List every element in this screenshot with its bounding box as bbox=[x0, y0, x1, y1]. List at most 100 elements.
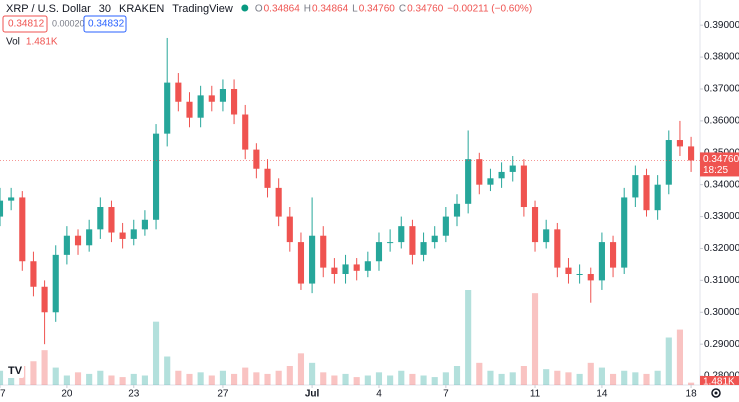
candle-body bbox=[688, 146, 695, 161]
volume-bar bbox=[141, 375, 148, 385]
volume-bar bbox=[609, 373, 617, 385]
candle-body bbox=[242, 114, 249, 150]
volume-bar bbox=[509, 372, 516, 385]
axes: 0.280000.290000.300000.310000.320000.330… bbox=[0, 20, 739, 400]
candle-body bbox=[487, 178, 494, 185]
volume-bar bbox=[108, 375, 115, 385]
candle-body bbox=[19, 197, 26, 262]
volume-bar bbox=[665, 337, 672, 385]
volume-bar bbox=[130, 373, 137, 385]
spread: 0.00020 bbox=[52, 18, 85, 28]
ohlc-value: 0.34760 bbox=[407, 4, 444, 15]
ask-box[interactable] bbox=[83, 15, 127, 33]
ohlc-key: O bbox=[255, 4, 263, 15]
countdown-label: 18:25 bbox=[703, 165, 728, 176]
candle-body bbox=[119, 232, 126, 239]
candle-body bbox=[286, 216, 293, 243]
x-tick-label: 7 bbox=[443, 389, 449, 400]
candle-body bbox=[442, 216, 449, 236]
volume-bar bbox=[286, 366, 293, 385]
candle-body bbox=[320, 235, 327, 268]
candle-body bbox=[197, 95, 204, 118]
candle-body bbox=[41, 286, 48, 313]
candle-body bbox=[409, 226, 416, 255]
volume-bar bbox=[465, 290, 472, 385]
volume-bar bbox=[598, 367, 605, 385]
volume-bar bbox=[30, 361, 37, 385]
candle-body bbox=[141, 219, 148, 230]
volume-axis-label: 1.481K bbox=[703, 377, 735, 388]
volume-bar bbox=[676, 329, 684, 385]
candle-body bbox=[609, 242, 617, 268]
candle-body bbox=[554, 229, 561, 268]
y-tick-label: 0.37000 bbox=[704, 84, 739, 95]
ohlc-value: 0.34864 bbox=[312, 4, 349, 15]
volume-bar bbox=[576, 373, 583, 385]
y-tick-label: 0.31000 bbox=[704, 275, 739, 286]
bid[interactable]: 0.34812 bbox=[8, 19, 45, 30]
volume-bar bbox=[543, 369, 550, 385]
candle-body bbox=[353, 264, 360, 271]
candle-body bbox=[587, 273, 594, 281]
volume-bar bbox=[219, 370, 226, 385]
volume-bar bbox=[398, 370, 405, 385]
candle-body bbox=[342, 264, 349, 274]
candle-body bbox=[219, 88, 226, 102]
candle-body bbox=[164, 82, 171, 134]
candle-body bbox=[520, 165, 527, 208]
volume-bar bbox=[442, 372, 449, 385]
candle-body bbox=[375, 242, 383, 262]
ohlc-key: H bbox=[304, 4, 311, 15]
y-tick-label: 0.33000 bbox=[704, 211, 739, 222]
candle-body bbox=[509, 165, 516, 172]
volume-bar bbox=[152, 321, 160, 385]
volume-bar bbox=[621, 370, 628, 385]
volume-bar bbox=[242, 367, 249, 385]
candle-body bbox=[576, 273, 583, 275]
y-tick-label: 0.38000 bbox=[704, 52, 739, 63]
market-status[interactable] bbox=[241, 4, 249, 12]
y-tick-label: 0.29000 bbox=[704, 339, 739, 350]
bid-box[interactable] bbox=[2, 15, 48, 33]
y-tick-label: 0.39000 bbox=[704, 20, 739, 31]
volume-bar bbox=[520, 366, 527, 385]
y-tick-label: 0.34000 bbox=[704, 179, 739, 190]
y-tick-label: 0.36000 bbox=[704, 116, 739, 127]
candle-body bbox=[63, 235, 70, 255]
candle-body bbox=[420, 242, 427, 255]
x-tick-label: 4 bbox=[376, 389, 382, 400]
candle-body bbox=[621, 197, 628, 268]
volume-bar bbox=[487, 370, 494, 385]
change: −0.00211 (−0.60%) bbox=[447, 4, 532, 15]
tv-logo: TV bbox=[6, 362, 24, 378]
candle-body bbox=[152, 133, 160, 220]
x-tick-label: 23 bbox=[128, 389, 140, 400]
candle-body bbox=[253, 149, 260, 169]
logo-mark: TV bbox=[8, 365, 23, 377]
candle-body bbox=[130, 229, 137, 239]
ask[interactable]: 0.34832 bbox=[88, 19, 125, 30]
volume-bar bbox=[654, 370, 661, 385]
candle-body bbox=[398, 226, 405, 243]
candle-body bbox=[632, 175, 639, 198]
candle-body bbox=[275, 187, 282, 217]
volume-bar bbox=[97, 370, 104, 385]
candle-body bbox=[8, 197, 15, 201]
candle-body bbox=[74, 235, 82, 246]
volume-bar bbox=[409, 373, 416, 385]
volume-bar bbox=[375, 372, 383, 385]
candle-body bbox=[531, 207, 539, 243]
settings-button[interactable] bbox=[711, 388, 721, 398]
volume-bar bbox=[297, 353, 305, 385]
volume-bar bbox=[41, 350, 48, 385]
candle-body bbox=[331, 267, 338, 274]
volume-bar bbox=[531, 293, 539, 385]
volume-bar bbox=[342, 373, 349, 385]
candle-body bbox=[498, 171, 505, 179]
ohlc-value: 0.34864 bbox=[264, 4, 301, 15]
volume-layer bbox=[0, 290, 695, 385]
candle-body bbox=[453, 203, 461, 217]
volume-value: 1.481K bbox=[26, 37, 58, 48]
candle-body bbox=[97, 207, 104, 230]
volume-bar bbox=[320, 372, 327, 385]
